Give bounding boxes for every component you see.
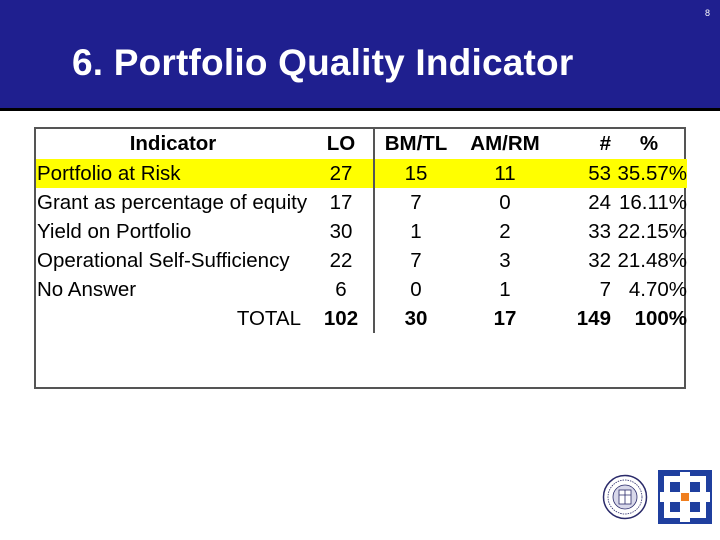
total-percent: 100% [634, 307, 687, 330]
row-count: 24 [588, 191, 611, 214]
indicator-table: Indicator LO BM/TL AM/RM # % Portfolio a… [34, 127, 687, 389]
table-row: No Answer 6 0 1 7 4.70% [36, 275, 687, 304]
row-bm-tl: 7 [373, 188, 457, 217]
row-indicator: Portfolio at Risk [36, 159, 309, 188]
row-lo: 17 [329, 191, 353, 214]
row-indicator: Grant as percentage of equity [37, 191, 308, 214]
row-count: 7 [599, 278, 611, 301]
row-bm-tl: 0 [373, 275, 457, 304]
row-lo: 30 [329, 220, 353, 243]
row-percent: 22.15% [617, 220, 687, 243]
total-lo: 102 [323, 307, 359, 330]
total-count: 149 [576, 307, 611, 330]
header-am-rm: AM/RM [470, 132, 540, 155]
row-count: 53 [553, 159, 611, 188]
row-percent: 4.70% [628, 278, 687, 301]
total-label: TOTAL [236, 307, 301, 330]
table-row: Grant as percentage of equity 17 7 0 24 … [36, 188, 687, 217]
slide-title: 6. Portfolio Quality Indicator [72, 42, 574, 83]
row-percent: 21.48% [617, 249, 687, 272]
row-am-rm: 3 [499, 249, 511, 272]
row-bm-tl: 15 [373, 159, 457, 188]
cross-square-logo-icon [658, 470, 712, 524]
row-percent: 16.11% [618, 191, 687, 214]
row-lo: 6 [335, 278, 347, 301]
page-number: 8 [704, 8, 710, 18]
header-bm-tl: BM/TL [373, 129, 457, 159]
row-bm-tl: 7 [373, 246, 457, 275]
row-indicator: Operational Self-Sufficiency [37, 249, 290, 272]
table-total-row: TOTAL 102 30 17 149 100% [36, 304, 687, 333]
header-rule [0, 108, 720, 111]
row-indicator: No Answer [37, 278, 137, 301]
row-count: 32 [588, 249, 611, 272]
total-am-rm: 17 [493, 307, 517, 330]
table-row: Yield on Portfolio 30 1 2 33 22.15% [36, 217, 687, 246]
row-am-rm: 2 [499, 220, 511, 243]
table-row: Portfolio at Risk 27 15 11 53 35.57% [36, 159, 687, 188]
total-bm-tl: 30 [373, 304, 457, 333]
row-indicator: Yield on Portfolio [37, 220, 192, 243]
header-indicator: Indicator [129, 132, 217, 155]
row-bm-tl: 1 [373, 217, 457, 246]
row-percent: 35.57% [611, 159, 687, 188]
row-lo: 27 [309, 159, 374, 188]
table-row: Operational Self-Sufficiency 22 7 3 32 2… [36, 246, 687, 275]
row-am-rm: 1 [499, 278, 511, 301]
table-header-row: Indicator LO BM/TL AM/RM # % [36, 129, 687, 159]
title-bar: 8 6. Portfolio Quality Indicator [0, 0, 720, 108]
header-percent: % [639, 132, 659, 155]
row-count: 33 [588, 220, 611, 243]
row-am-rm: 0 [499, 191, 511, 214]
row-lo: 22 [329, 249, 353, 272]
university-seal-icon [602, 474, 648, 520]
header-count: # [599, 132, 611, 155]
row-am-rm: 11 [457, 159, 553, 188]
header-lo: LO [326, 132, 356, 155]
